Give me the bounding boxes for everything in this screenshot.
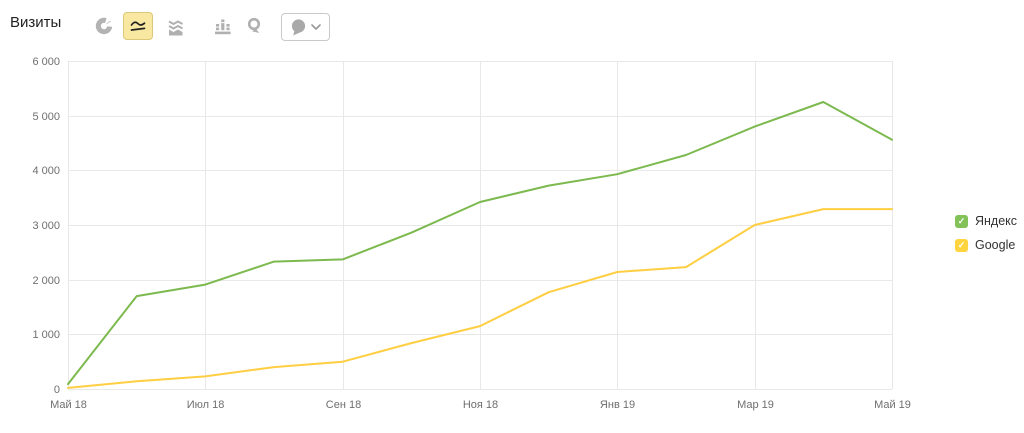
svg-text:2 000: 2 000: [32, 275, 60, 287]
svg-text:4 000: 4 000: [32, 165, 60, 177]
chart-toolbar: Визиты: [0, 0, 1024, 48]
legend-item-yandex[interactable]: ✓ Яндекс: [955, 213, 1017, 229]
chart-type-map-button[interactable]: [239, 12, 269, 40]
legend-label: Яндекс: [975, 214, 1018, 228]
pie-chart-icon: [95, 17, 114, 35]
map-pin-icon: [247, 17, 261, 33]
line-chart-icon: [130, 21, 146, 31]
stacked-area-icon: [168, 20, 183, 36]
svg-text:Мар 19: Мар 19: [737, 399, 774, 411]
checkbox-checked-icon[interactable]: ✓: [955, 214, 968, 228]
svg-text:Янв 19: Янв 19: [600, 399, 635, 411]
column-chart-icon: [215, 19, 231, 35]
svg-text:0: 0: [54, 384, 60, 396]
svg-text:Ноя 18: Ноя 18: [463, 399, 498, 411]
chart-legend: ✓ Яндекс ✓ Google: [955, 213, 1017, 261]
svg-text:1 000: 1 000: [32, 329, 60, 341]
chart-type-stacked-area-button[interactable]: [161, 12, 191, 40]
svg-text:Сен 18: Сен 18: [326, 399, 361, 411]
svg-text:6 000: 6 000: [32, 56, 60, 68]
svg-text:Май 19: Май 19: [874, 399, 911, 411]
legend-label: Google: [975, 238, 1016, 252]
comment-icon: [291, 18, 306, 35]
svg-text:3 000: 3 000: [32, 220, 60, 232]
svg-text:Май 18: Май 18: [50, 399, 87, 411]
legend-item-google[interactable]: ✓ Google: [955, 237, 1017, 253]
checkbox-checked-icon[interactable]: ✓: [955, 238, 968, 252]
page-title: Визиты: [10, 14, 62, 31]
chart-type-columns-button[interactable]: [208, 12, 238, 40]
chevron-down-icon: [311, 23, 321, 30]
chart-type-pie-button[interactable]: [89, 12, 119, 40]
svg-text:5 000: 5 000: [32, 111, 60, 123]
annotations-dropdown-button[interactable]: [281, 13, 330, 41]
svg-text:Июл 18: Июл 18: [187, 399, 225, 411]
chart-type-line-button[interactable]: [123, 12, 153, 40]
